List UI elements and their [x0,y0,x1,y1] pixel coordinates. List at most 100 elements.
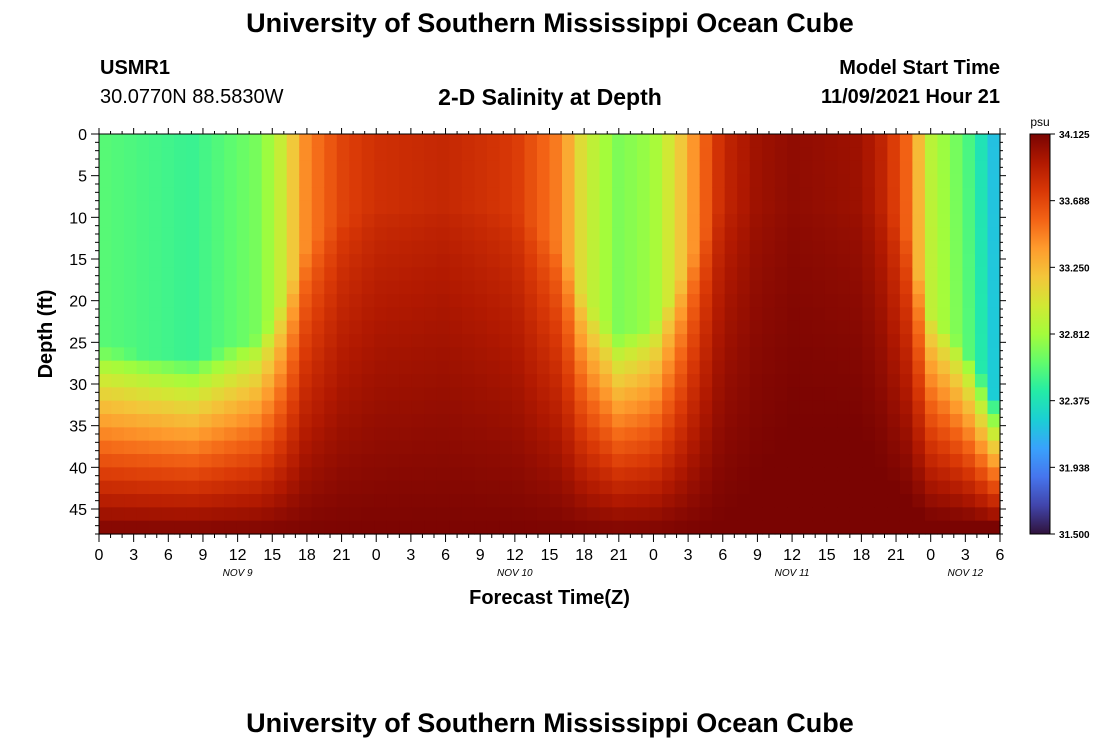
heatmap-cell [236,227,250,242]
heatmap-cell [762,307,776,322]
heatmap-cell [737,414,751,428]
heatmap-cell [186,240,200,255]
heatmap-cell [499,400,513,415]
heatmap-cell [374,240,388,255]
heatmap-cell [937,427,951,442]
heatmap-cell [186,360,200,375]
heatmap-cell [274,507,288,522]
heatmap-cell [924,174,939,188]
heatmap-cell [787,227,801,242]
heatmap-cell [474,440,488,455]
heatmap-cell [649,480,663,495]
heatmap-cell [111,294,125,308]
heatmap-cell [862,147,876,162]
heatmap-cell [712,307,726,322]
heatmap-cell [274,200,288,215]
heatmap-cell [174,134,188,148]
heatmap-cell [186,334,200,348]
heatmap-cell [599,320,613,335]
heatmap-cell [99,440,113,455]
heatmap-cell [474,174,488,188]
heatmap-cell [524,320,538,335]
heatmap-cell [211,174,225,188]
heatmap-cell [324,267,338,282]
heatmap-cell [374,254,388,268]
heatmap-cell [536,427,551,442]
heatmap-cell [574,227,588,242]
heatmap-cell [186,414,200,428]
heatmap-cell [324,507,338,522]
heatmap-cell [386,174,400,188]
heatmap-cell [111,494,125,508]
heatmap-cell [299,440,313,455]
heatmap-cell [937,360,951,375]
heatmap-cell [662,227,676,242]
heatmap-cell [424,160,438,175]
heatmap-cell [587,374,601,388]
heatmap-cell [461,294,476,308]
heatmap-cell [862,347,876,362]
heatmap-cell [436,507,450,522]
heatmap-cell [311,400,325,415]
heatmap-cell [862,360,876,375]
heatmap-cell [962,494,976,508]
heatmap-cell [524,200,538,215]
heatmap-cell [99,400,113,415]
heatmap-cell [874,240,888,255]
heatmap-cell [361,294,375,308]
heatmap-cell [749,480,763,495]
heatmap-cell [862,414,876,428]
heatmap-cell [787,187,801,202]
heatmap-cell [987,254,1001,268]
heatmap-cell [524,467,538,482]
heatmap-cell [449,440,463,455]
heatmap-cell [411,187,425,202]
heatmap-cell [311,520,325,535]
heatmap-cell [949,147,964,162]
heatmap-cell [436,440,450,455]
heatmap-cell [662,134,676,148]
heatmap-cell [899,454,913,468]
heatmap-cell [174,387,188,402]
heatmap-cell [787,467,801,482]
heatmap-cell [499,480,513,495]
colorbar-tick-label: 32.375 [1059,397,1090,408]
heatmap-cell [762,414,776,428]
heatmap-cell [687,494,701,508]
heatmap-cell [511,187,526,202]
heatmap-cell [336,294,350,308]
heatmap-cell [349,400,363,415]
heatmap-cell [912,174,926,188]
heatmap-cell [286,200,300,215]
heatmap-cell [824,507,838,522]
heatmap-cell [461,254,476,268]
heatmap-cell [874,400,888,415]
heatmap-cell [712,240,726,255]
heatmap-cell [824,294,838,308]
heatmap-cell [411,174,425,188]
heatmap-cell [324,214,338,228]
heatmap-cell [974,294,989,308]
heatmap-cell [912,254,926,268]
heatmap-cell [887,134,901,148]
heatmap-cell [962,240,976,255]
heatmap-cell [812,307,826,322]
heatmap-cell [99,467,113,482]
heatmap-cell [974,480,989,495]
heatmap-cell [336,307,350,322]
heatmap-cell [562,147,576,162]
heatmap-cell [662,294,676,308]
heatmap-cell [587,227,601,242]
heatmap-cell [299,494,313,508]
heatmap-cell [562,134,576,148]
heatmap-cell [962,507,976,522]
heatmap-cell [99,480,113,495]
heatmap-cell [424,294,438,308]
heatmap-cell [136,374,150,388]
heatmap-cell [286,520,300,535]
heatmap-cell [411,467,425,482]
heatmap-cell [461,214,476,228]
heatmap-cell [899,240,913,255]
heatmap-cell [199,347,213,362]
page-title: University of Southern Mississippi Ocean… [246,8,854,38]
